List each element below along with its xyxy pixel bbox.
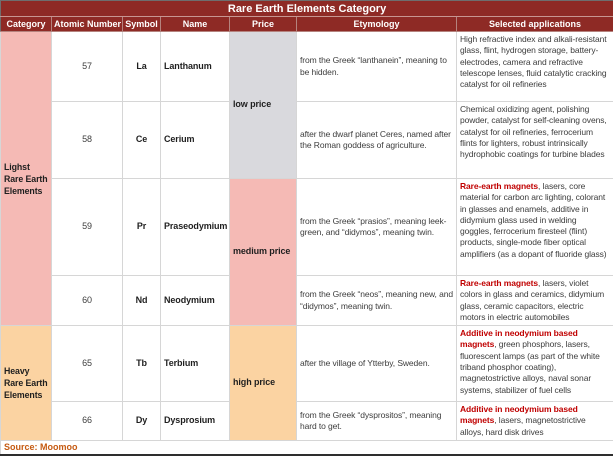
etymology-cell: from the Greek “neos”, meaning new, and … (297, 276, 457, 326)
table-row-lanthanum: Lighst Rare Earth Elements 57 La Lanthan… (1, 32, 613, 102)
table-row-neodymium: 60 Nd Neodymium from the Greek “neos”, m… (1, 276, 613, 326)
col-header-name: Name (161, 17, 230, 32)
price-cell-high: high price (230, 326, 297, 441)
table-row-praseodymium: 59 Pr Praseodymium medium price from the… (1, 179, 613, 276)
symbol-cell: La (123, 32, 161, 102)
name-cell: Cerium (161, 102, 230, 179)
atomic-number-cell: 60 (52, 276, 123, 326)
atomic-number-cell: 58 (52, 102, 123, 179)
price-cell-low: low price (230, 32, 297, 179)
atomic-number-cell: 57 (52, 32, 123, 102)
table-row-terbium: Heavy Rare Earth Elements 65 Tb Terbium … (1, 326, 613, 402)
category-cell-light-rare-earth: Lighst Rare Earth Elements (1, 32, 52, 326)
etymology-cell: from the Greek “dysprositos”, meaning ha… (297, 402, 457, 441)
name-cell: Lanthanum (161, 32, 230, 102)
source-row: Source: Moomoo (1, 441, 613, 456)
applications-highlight: Rare-earth magnets (460, 181, 538, 191)
col-header-symbol: Symbol (123, 17, 161, 32)
atomic-number-cell: 65 (52, 326, 123, 402)
symbol-cell: Pr (123, 179, 161, 276)
column-header-row: Category Atomic Number Symbol Name Price… (1, 17, 613, 32)
etymology-cell: from the Greek “prasios”, meaning leek-g… (297, 179, 457, 276)
applications-cell: High refractive index and alkali-resista… (457, 32, 613, 102)
col-header-price: Price (230, 17, 297, 32)
etymology-cell: after the village of Ytterby, Sweden. (297, 326, 457, 402)
col-header-category: Category (1, 17, 52, 32)
atomic-number-cell: 66 (52, 402, 123, 441)
applications-cell: Additive in neodymium based magnets, gre… (457, 326, 613, 402)
symbol-cell: Nd (123, 276, 161, 326)
table-title-row: Rare Earth Elements Category (1, 1, 613, 17)
category-cell-heavy-rare-earth: Heavy Rare Earth Elements (1, 326, 52, 441)
applications-text: High refractive index and alkali-resista… (460, 34, 607, 89)
etymology-cell: after the dwarf planet Ceres, named afte… (297, 102, 457, 179)
name-cell: Dysprosium (161, 402, 230, 441)
applications-cell: Rare-earth magnets, lasers, core materia… (457, 179, 613, 276)
atomic-number-cell: 59 (52, 179, 123, 276)
name-cell: Neodymium (161, 276, 230, 326)
table-row-dysprosium: 66 Dy Dysprosium from the Greek “dyspros… (1, 402, 613, 441)
source-note: Source: Moomoo (1, 441, 613, 456)
col-header-selected-applications: Selected applications (457, 17, 613, 32)
table-title: Rare Earth Elements Category (1, 1, 613, 17)
symbol-cell: Tb (123, 326, 161, 402)
applications-cell: Rare-earth magnets, lasers, violet color… (457, 276, 613, 326)
applications-text: , lasers, core material for carbon arc l… (460, 181, 607, 259)
price-cell-medium: medium price (230, 179, 297, 326)
table-row-cerium: 58 Ce Cerium after the dwarf planet Cere… (1, 102, 613, 179)
symbol-cell: Dy (123, 402, 161, 441)
symbol-cell: Ce (123, 102, 161, 179)
applications-text: Chemical oxidizing agent, polishing powd… (460, 104, 607, 159)
applications-cell: Additive in neodymium based magnets, las… (457, 402, 613, 441)
name-cell: Praseodymium (161, 179, 230, 276)
applications-cell: Chemical oxidizing agent, polishing powd… (457, 102, 613, 179)
col-header-atomic-number: Atomic Number (52, 17, 123, 32)
name-cell: Terbium (161, 326, 230, 402)
etymology-cell: from the Greek “lanthanein”, meaning to … (297, 32, 457, 102)
col-header-etymology: Etymology (297, 17, 457, 32)
applications-highlight: Rare-earth magnets (460, 278, 538, 288)
